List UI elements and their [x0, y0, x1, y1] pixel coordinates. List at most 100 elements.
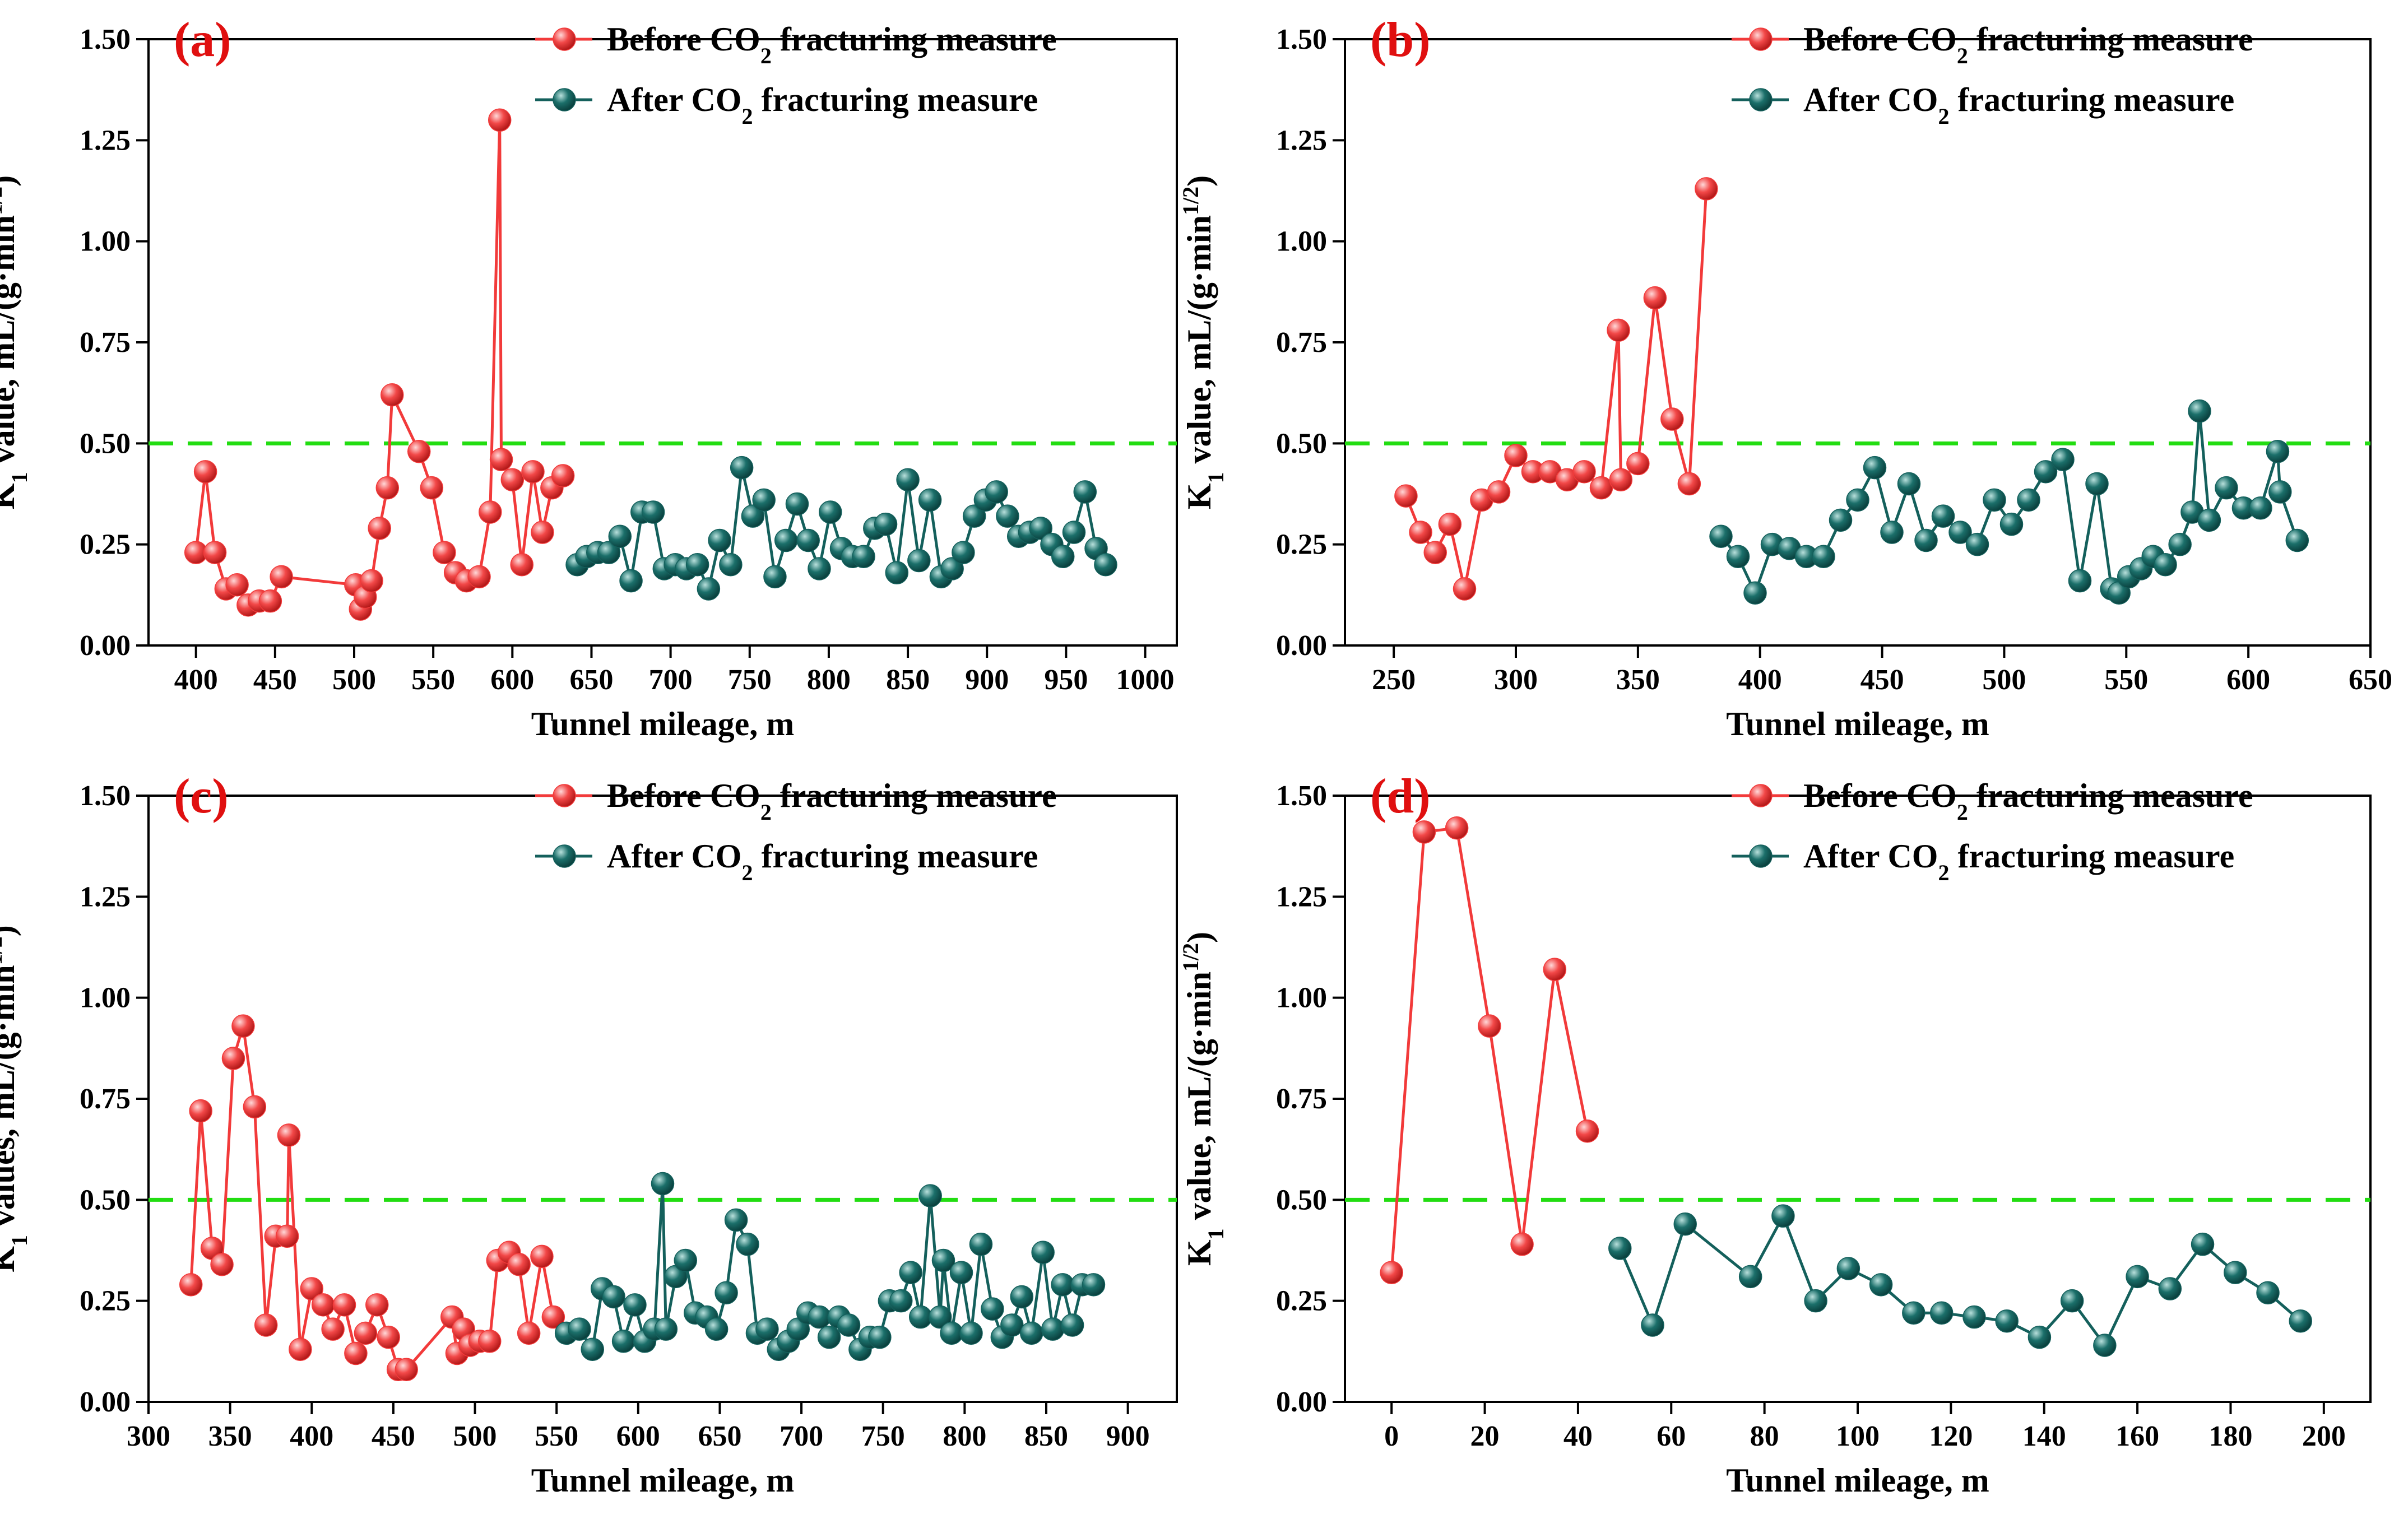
data-point-before	[500, 468, 525, 492]
y-axis-title-subscript: 1	[1203, 472, 1228, 483]
y-tick-label: 0.75	[1276, 1083, 1327, 1115]
data-point-after	[1029, 517, 1052, 540]
data-point-after	[2215, 476, 2238, 500]
legend-suffix: fracturing measure	[753, 81, 1038, 118]
data-point-after	[623, 1293, 647, 1317]
data-point-after	[2249, 496, 2272, 520]
data-point-after	[959, 1321, 983, 1345]
data-point-after	[918, 488, 942, 512]
legend-marker-after	[553, 88, 576, 112]
legend-suffix: fracturing measure	[772, 21, 1057, 58]
y-tick-label: 1.25	[1276, 124, 1327, 156]
data-point-after	[763, 565, 787, 589]
data-point-after	[708, 528, 731, 552]
legend-subscript: 2	[760, 43, 772, 68]
data-point-after	[674, 1248, 698, 1272]
data-point-before	[193, 460, 217, 484]
x-axis-title: Tunnel mileage, m	[531, 705, 794, 742]
x-axis-title: Tunnel mileage, m	[531, 1462, 794, 1499]
data-point-after	[1000, 1313, 1024, 1337]
data-point-after	[1897, 472, 1921, 496]
y-axis-title-text: value, mL/(g·min	[0, 215, 21, 472]
data-point-after	[885, 561, 909, 584]
y-axis-title-close: )	[0, 925, 21, 936]
x-tick-label: 20	[1470, 1420, 1500, 1452]
data-point-after	[2197, 508, 2221, 532]
data-point-before	[551, 464, 575, 487]
x-tick-label: 1000	[1116, 664, 1175, 696]
data-point-before	[300, 1277, 324, 1300]
data-point-after	[1995, 1309, 2019, 1333]
y-tick-label: 1.50	[80, 780, 131, 812]
y-tick-label: 0.00	[80, 630, 131, 662]
x-tick-label: 140	[2022, 1420, 2066, 1452]
x-tick-label: 0	[1384, 1420, 1399, 1452]
x-tick-label: 650	[698, 1420, 741, 1452]
y-tick-label: 0.75	[80, 1083, 131, 1115]
y-axis-title-close: )	[1181, 175, 1218, 187]
y-tick-label: 0.50	[80, 1184, 131, 1216]
data-point-after	[2068, 569, 2092, 593]
legend-suffix: fracturing measure	[1949, 838, 2234, 875]
x-tick-label: 550	[535, 1420, 578, 1452]
data-point-after	[1804, 1289, 1827, 1313]
data-point-after	[2188, 399, 2211, 423]
legend-suffix: fracturing measure	[1949, 81, 2234, 118]
data-point-before	[1445, 816, 1469, 840]
legend-label-after: After CO2 fracturing measure	[1803, 838, 2234, 885]
legend-label-after: After CO2 fracturing measure	[607, 838, 1038, 885]
data-point-after	[1869, 1273, 1893, 1297]
data-point-before	[1423, 541, 1447, 564]
data-point-before	[210, 1252, 234, 1276]
legend-label-before: Before CO2 fracturing measure	[607, 21, 1057, 68]
chart-panel: 0.00 0.25 0.50 0.75 1.00 1.25 1.50 400 450 500 550…	[0, 13, 1178, 742]
legend-marker-before	[1749, 784, 1773, 807]
y-axis-title-k: K	[1181, 1239, 1218, 1266]
data-point-after	[1641, 1313, 1664, 1337]
data-point-before	[395, 1358, 418, 1382]
data-point-before	[365, 1293, 389, 1317]
x-tick-label: 850	[886, 664, 930, 696]
x-tick-label: 800	[807, 664, 851, 696]
legend-suffix: fracturing measure	[772, 777, 1057, 814]
y-tick-label: 1.25	[80, 124, 131, 156]
data-point-after	[1929, 1301, 1954, 1325]
data-point-before	[517, 1321, 541, 1345]
legend-prefix: Before CO	[607, 777, 760, 814]
data-point-after	[2289, 1309, 2312, 1333]
y-tick-label: 1.50	[1276, 24, 1327, 55]
y-tick-label: 1.50	[1276, 780, 1327, 812]
x-tick-label: 500	[453, 1420, 497, 1452]
x-tick-label: 550	[411, 664, 455, 696]
data-point-after	[1060, 1313, 1084, 1337]
data-point-after	[899, 1261, 922, 1284]
data-point-before	[1438, 512, 1462, 536]
data-point-after	[952, 541, 975, 564]
data-point-after	[2060, 1289, 2084, 1313]
data-point-before	[270, 565, 293, 589]
y-tick-label: 1.25	[1276, 881, 1327, 913]
data-point-after	[1673, 1212, 1697, 1236]
chart-panel: 0.00 0.25 0.50 0.75 1.00 1.25 1.50 300 350 400 450…	[0, 769, 1178, 1499]
x-axis-title: Tunnel mileage, m	[1726, 705, 1989, 742]
y-tick-label: 0.50	[80, 428, 131, 459]
data-point-after	[940, 557, 964, 580]
data-point-after	[697, 577, 721, 601]
data-point-before	[1412, 820, 1436, 844]
data-point-before	[243, 1095, 267, 1119]
y-tick-label: 1.00	[1276, 982, 1327, 1014]
legend-label-after: After CO2 fracturing measure	[1803, 81, 2234, 129]
data-point-after	[1738, 1265, 1762, 1289]
y-axis-title-k: K	[1181, 483, 1218, 509]
data-point-after	[2256, 1281, 2280, 1304]
y-axis-title-k: K	[0, 1246, 21, 1272]
x-tick-label: 500	[332, 664, 376, 696]
y-axis-title-close: )	[1181, 932, 1218, 943]
data-point-before	[1695, 177, 1718, 201]
legend-marker-after	[553, 844, 576, 868]
x-tick-label: 900	[1106, 1420, 1150, 1452]
data-point-after	[817, 1325, 841, 1349]
data-point-before	[420, 476, 444, 500]
legend-prefix: After CO	[1803, 81, 1938, 118]
data-point-after	[2266, 440, 2290, 463]
